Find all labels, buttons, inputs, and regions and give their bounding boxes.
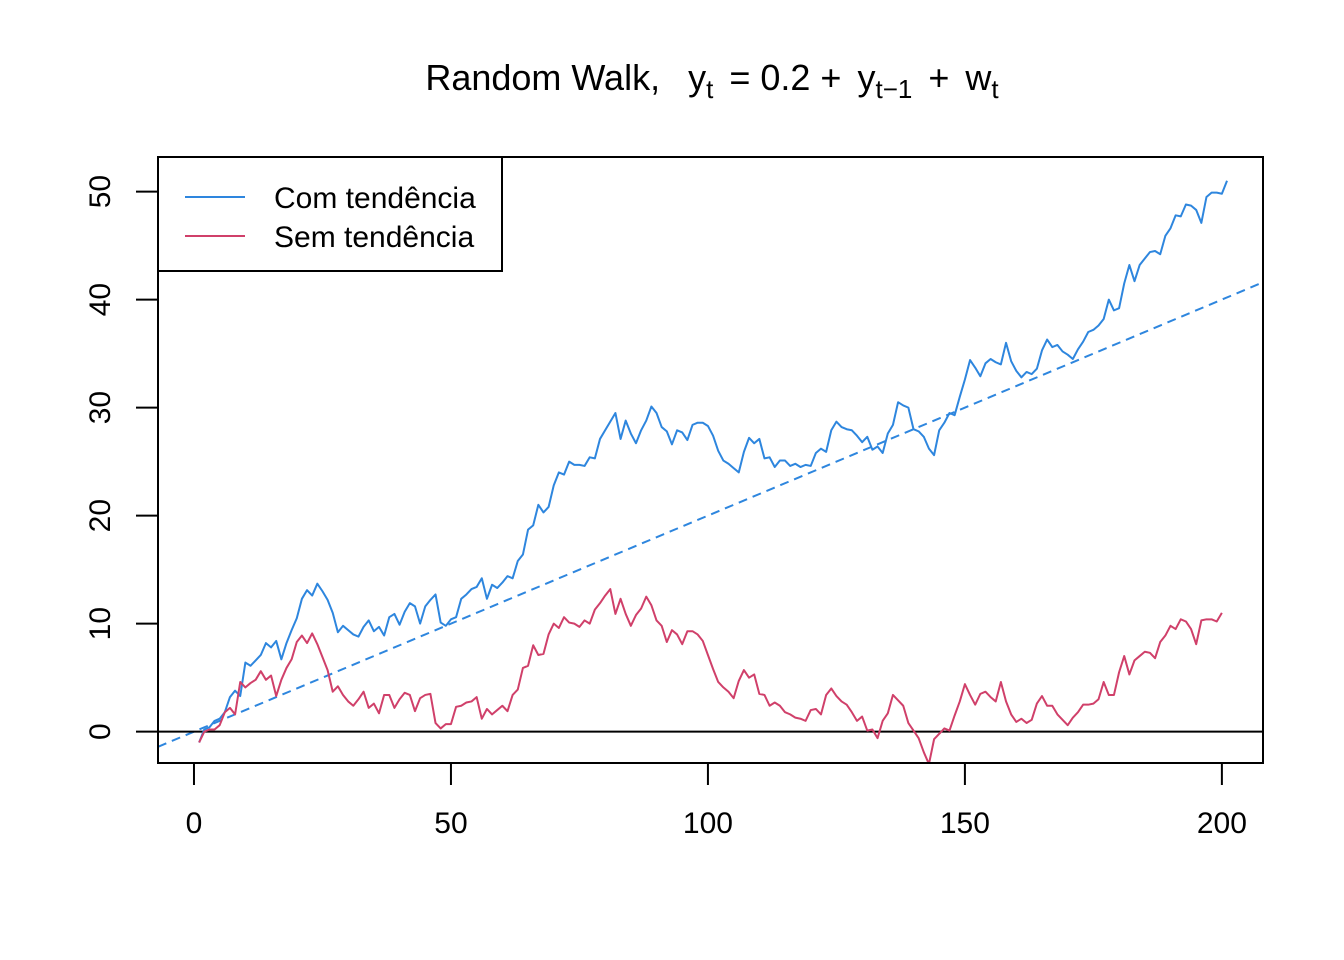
reference-lines: [158, 281, 1263, 748]
x-tick-label: 50: [434, 807, 467, 840]
x-tick-label: 100: [683, 807, 733, 840]
title-y2: y: [857, 57, 875, 98]
legend-label-com-tendencia: Com tendência: [274, 182, 476, 215]
title-sub-t1: t−1: [875, 74, 912, 104]
x-tick-label: 150: [940, 807, 990, 840]
title-eq: = 0.2 +: [729, 57, 841, 98]
title-y: y: [688, 57, 706, 98]
series-line-com-tendencia: [198, 180, 1228, 743]
title-prefix: Random Walk,: [425, 57, 660, 98]
y-tick-label: 30: [84, 391, 117, 424]
title-sub-t: t: [706, 74, 714, 104]
chart-title: Random Walk, yt = 0.2 + yt−1 + wt: [425, 57, 999, 106]
trend-line-dashed: [158, 281, 1263, 748]
axes: 0 50 100 150 200 0 10 20 30 40 50: [84, 175, 1247, 840]
series-line-sem-tendencia: [198, 588, 1223, 763]
y-tick-label: 20: [84, 499, 117, 532]
legend: Com tendência Sem tendência: [157, 156, 503, 272]
y-tick-label: 40: [84, 283, 117, 316]
legend-label-sem-tendencia: Sem tendência: [274, 221, 474, 254]
y-tick-label: 0: [84, 723, 117, 740]
y-tick-label: 50: [84, 175, 117, 208]
y-tick-label: 10: [84, 607, 117, 640]
series-layer: [198, 180, 1228, 763]
x-tick-label: 0: [186, 807, 203, 840]
title-sub-t2: t: [991, 74, 999, 104]
title-plus: +: [928, 57, 949, 98]
x-tick-label: 200: [1197, 807, 1247, 840]
legend-box: [157, 156, 503, 272]
title-w: w: [964, 57, 992, 98]
